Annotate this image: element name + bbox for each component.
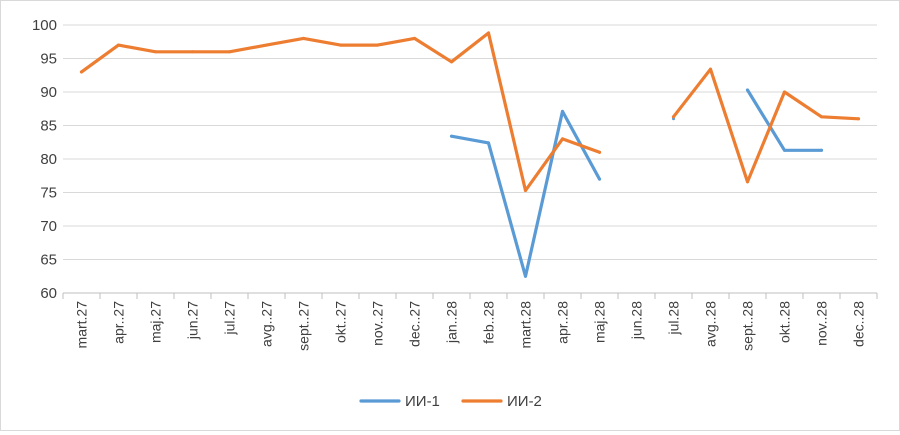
data-point (228, 50, 231, 54)
data-point (783, 148, 786, 152)
x-tick-label: sept..27 (296, 301, 312, 351)
x-tick-label: mart.28 (518, 301, 534, 349)
legend: ИИ-1 ИИ-2 (359, 393, 542, 410)
data-point (524, 188, 527, 192)
series-lines (79, 31, 861, 278)
x-tick-label: apr..28 (555, 301, 571, 344)
series-line-2 (79, 31, 602, 193)
data-point (598, 177, 601, 181)
data-point (413, 36, 416, 40)
data-point (117, 43, 120, 47)
y-tick-label: 100 (32, 17, 57, 34)
data-point (820, 148, 823, 152)
x-tick-label: nov..27 (370, 301, 386, 346)
x-tick-label: okt..28 (777, 301, 793, 343)
data-point (709, 67, 712, 71)
x-tick-label: jun.27 (185, 301, 201, 340)
x-tick-label: jan..28 (444, 301, 460, 344)
data-point (672, 115, 675, 119)
x-tick-label: dec..27 (407, 301, 423, 347)
y-tick-label: 60 (40, 285, 57, 302)
x-tick-label: jul.27 (222, 301, 238, 336)
y-tick-label: 65 (40, 252, 57, 269)
y-tick-label: 90 (40, 84, 57, 101)
data-point (80, 70, 83, 74)
x-tick-label: feb..28 (481, 301, 497, 344)
data-point (265, 43, 268, 47)
y-tick-label: 80 (40, 151, 57, 168)
data-point (302, 36, 305, 40)
x-tick-label: apr..27 (111, 301, 127, 344)
y-tick-label: 85 (40, 118, 57, 135)
x-tick-label: okt..27 (333, 301, 349, 343)
y-tick-label: 70 (40, 218, 57, 235)
data-point (857, 117, 860, 121)
data-point (561, 137, 564, 141)
y-tick-label: 95 (40, 51, 57, 68)
x-tick-label: maj.27 (148, 301, 164, 343)
legend-label-2: ИИ-2 (507, 393, 542, 410)
x-tick-label: sept..28 (740, 301, 756, 351)
data-point (487, 31, 490, 35)
data-point (154, 50, 157, 54)
x-tick-label: maj.28 (592, 301, 608, 343)
data-point (450, 60, 453, 64)
x-tick-label: jun.28 (629, 301, 645, 340)
x-tick-label: mart.27 (74, 301, 90, 349)
series-line-1 (745, 88, 824, 152)
y-tick-label: 75 (40, 185, 57, 202)
data-point (783, 90, 786, 94)
grid (63, 24, 877, 294)
x-tick-label: nov..28 (814, 301, 830, 346)
legend-label-1: ИИ-1 (405, 393, 440, 410)
data-point (598, 150, 601, 154)
x-tick-label: avg..28 (703, 301, 719, 347)
data-point (339, 43, 342, 47)
x-axis: mart.27 apr..27 maj.27 jun.27 jul.27 avg..27 s… (62, 292, 878, 351)
data-point (450, 134, 453, 138)
series-line-1 (449, 109, 602, 278)
series-line-2 (671, 67, 861, 184)
data-point (820, 115, 823, 119)
y-axis: 60 65 70 75 80 85 90 95 100 (32, 17, 57, 302)
data-point (746, 180, 749, 184)
data-point (376, 43, 379, 47)
data-point (746, 88, 749, 92)
x-tick-label: avg..27 (259, 301, 275, 347)
data-point (191, 50, 194, 54)
x-tick-label: dec..28 (851, 301, 867, 347)
data-point (561, 109, 564, 113)
data-point (487, 141, 490, 145)
data-point (524, 274, 527, 278)
x-tick-label: jul.28 (666, 301, 682, 336)
